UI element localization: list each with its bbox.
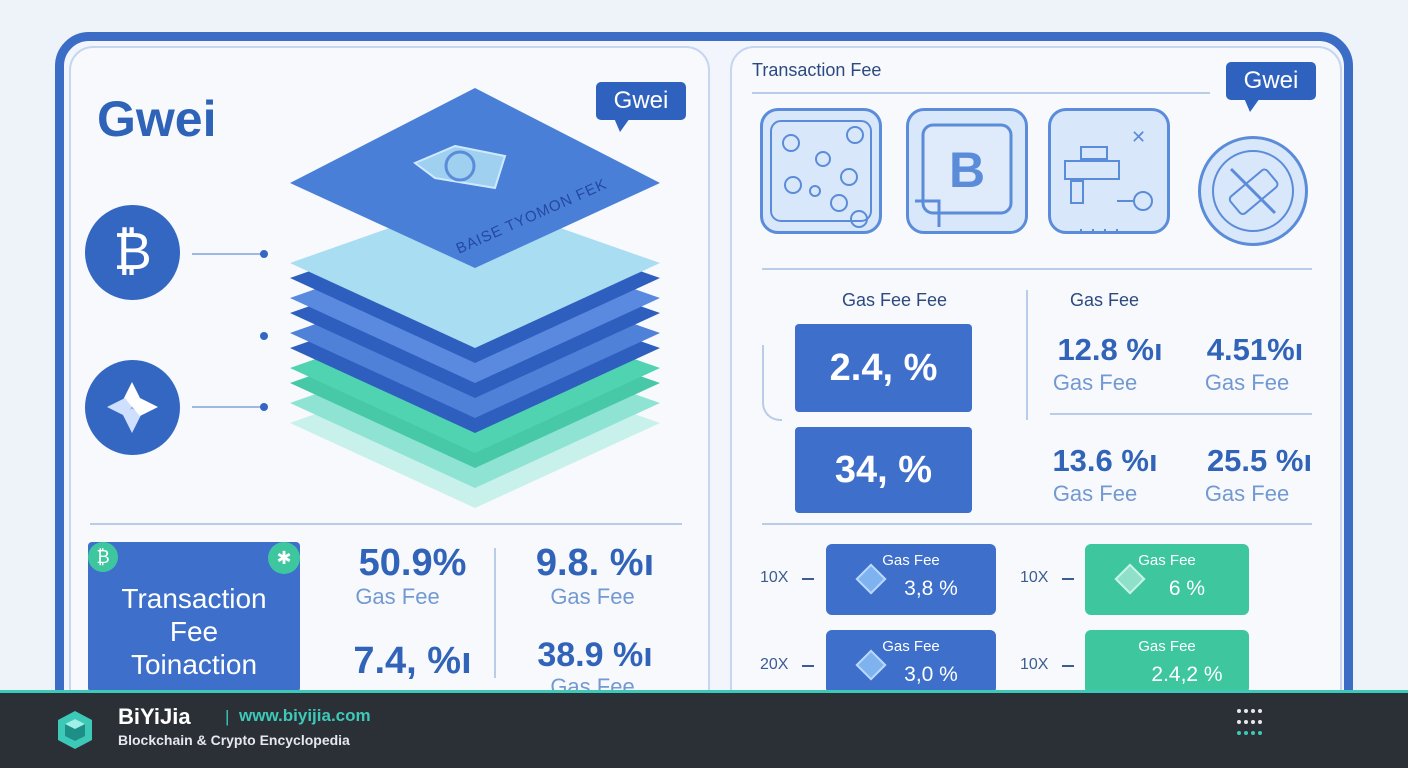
- footer-tagline: Blockchain & Crypto Encyclopedia: [118, 732, 350, 748]
- left-divider: [90, 523, 682, 525]
- grid-value: 12.8 %ı: [1057, 332, 1163, 367]
- fee-mini-card: Gas Fee 3,0 %: [826, 630, 996, 694]
- transaction-fee-card: Transaction Fee Toinaction: [88, 542, 300, 692]
- mini-value: 2.4,2 %: [1151, 663, 1223, 686]
- gwei-bubble: Gwei: [596, 82, 686, 132]
- pipe-valve-icon: ✕: [1048, 108, 1170, 243]
- menu-grid-icon[interactable]: [1236, 708, 1264, 736]
- multiplier-label: 10X: [1020, 656, 1049, 673]
- b-chip-icon: B: [906, 108, 1028, 234]
- column-divider: [1026, 290, 1028, 420]
- stat-label: Gas Fee: [355, 584, 440, 609]
- footer-separator: |: [225, 707, 230, 726]
- grid-label: Gas Fee: [1052, 370, 1138, 395]
- stat-value: 7.4, %ı: [353, 640, 472, 682]
- token-badge-icon: ✱: [268, 542, 300, 574]
- no-fee-seal-icon: [1198, 136, 1308, 246]
- footer-url-link[interactable]: www.biyijia.com: [239, 706, 371, 725]
- mini-title: Gas Fee: [882, 552, 940, 569]
- fee-mini-card: Gas Fee 2.4,2 %: [1085, 630, 1249, 694]
- layer-stack-illustration: [290, 88, 660, 508]
- transaction-fee-heading: Transaction Fee: [752, 60, 882, 80]
- mini-title: Gas Fee: [1138, 638, 1196, 655]
- multiplier-dash: [1062, 578, 1074, 580]
- multiplier-label: 10X: [1020, 569, 1049, 586]
- footer-brand: BiYiJia: [118, 704, 191, 729]
- big-value-box: 2.4, %: [795, 324, 972, 412]
- right-divider-bottom: [762, 523, 1312, 525]
- big-value-box: 34, %: [795, 427, 972, 513]
- connector-dot: [260, 332, 268, 340]
- multiplier-label: 10X: [760, 569, 789, 586]
- svg-text:B: B: [949, 142, 985, 198]
- bitcoin-badge-icon: ₿: [88, 542, 118, 572]
- multiplier-dash: [802, 578, 814, 580]
- mini-title: Gas Fee: [1138, 552, 1196, 569]
- stat-value: 9.8. %ı: [535, 542, 655, 584]
- mini-value: 3,0 %: [904, 663, 958, 686]
- footer-bar: [0, 690, 1408, 768]
- connector-line: [192, 253, 264, 255]
- coin-board-icon: [760, 108, 882, 234]
- right-divider-top: [762, 268, 1312, 270]
- grid-label: Gas Fee: [1204, 370, 1290, 395]
- stat-label: Gas Fee: [550, 584, 635, 609]
- svg-text:✕: ✕: [1131, 127, 1146, 148]
- heading-underline: [752, 92, 1210, 94]
- right-column-title: Gas Fee: [1070, 290, 1140, 310]
- fee-mini-card: Gas Fee 6 %: [1085, 544, 1249, 615]
- fee-mini-card: Gas Fee 3,8 %: [826, 544, 996, 615]
- connector-dot: [260, 403, 268, 411]
- bracket-line: [762, 345, 782, 421]
- stat-value: 50.9%: [358, 542, 467, 584]
- multiplier-dash: [802, 665, 814, 667]
- left-column-title: Gas Fee Fee: [842, 290, 948, 310]
- multiplier-label: 20X: [760, 656, 789, 673]
- grid-divider: [1050, 413, 1312, 415]
- connector-dot: [260, 250, 268, 258]
- mini-value: 6 %: [1168, 577, 1206, 600]
- crypto-token-icon: [85, 360, 180, 455]
- connector-line: [192, 406, 264, 408]
- grid-value: 4.51%ı: [1206, 332, 1304, 367]
- gwei-bubble-right: Gwei: [1226, 62, 1316, 112]
- grid-label: Gas Fee: [1052, 481, 1138, 506]
- biyijia-logo-icon: [57, 710, 93, 750]
- gwei-title: Gwei: [97, 91, 217, 147]
- stat-divider: [494, 548, 496, 678]
- stat-value: 38.9 %ı: [537, 636, 653, 674]
- grid-value: 13.6 %ı: [1052, 443, 1158, 478]
- grid-value: 25.5 %ı: [1206, 443, 1313, 478]
- footer-accent-line: [0, 690, 1408, 693]
- grid-label: Gas Fee: [1204, 481, 1290, 506]
- bitcoin-icon: ₿: [85, 205, 180, 300]
- multiplier-dash: [1062, 665, 1074, 667]
- mini-title: Gas Fee: [882, 638, 940, 655]
- mini-value: 3,8 %: [904, 577, 958, 600]
